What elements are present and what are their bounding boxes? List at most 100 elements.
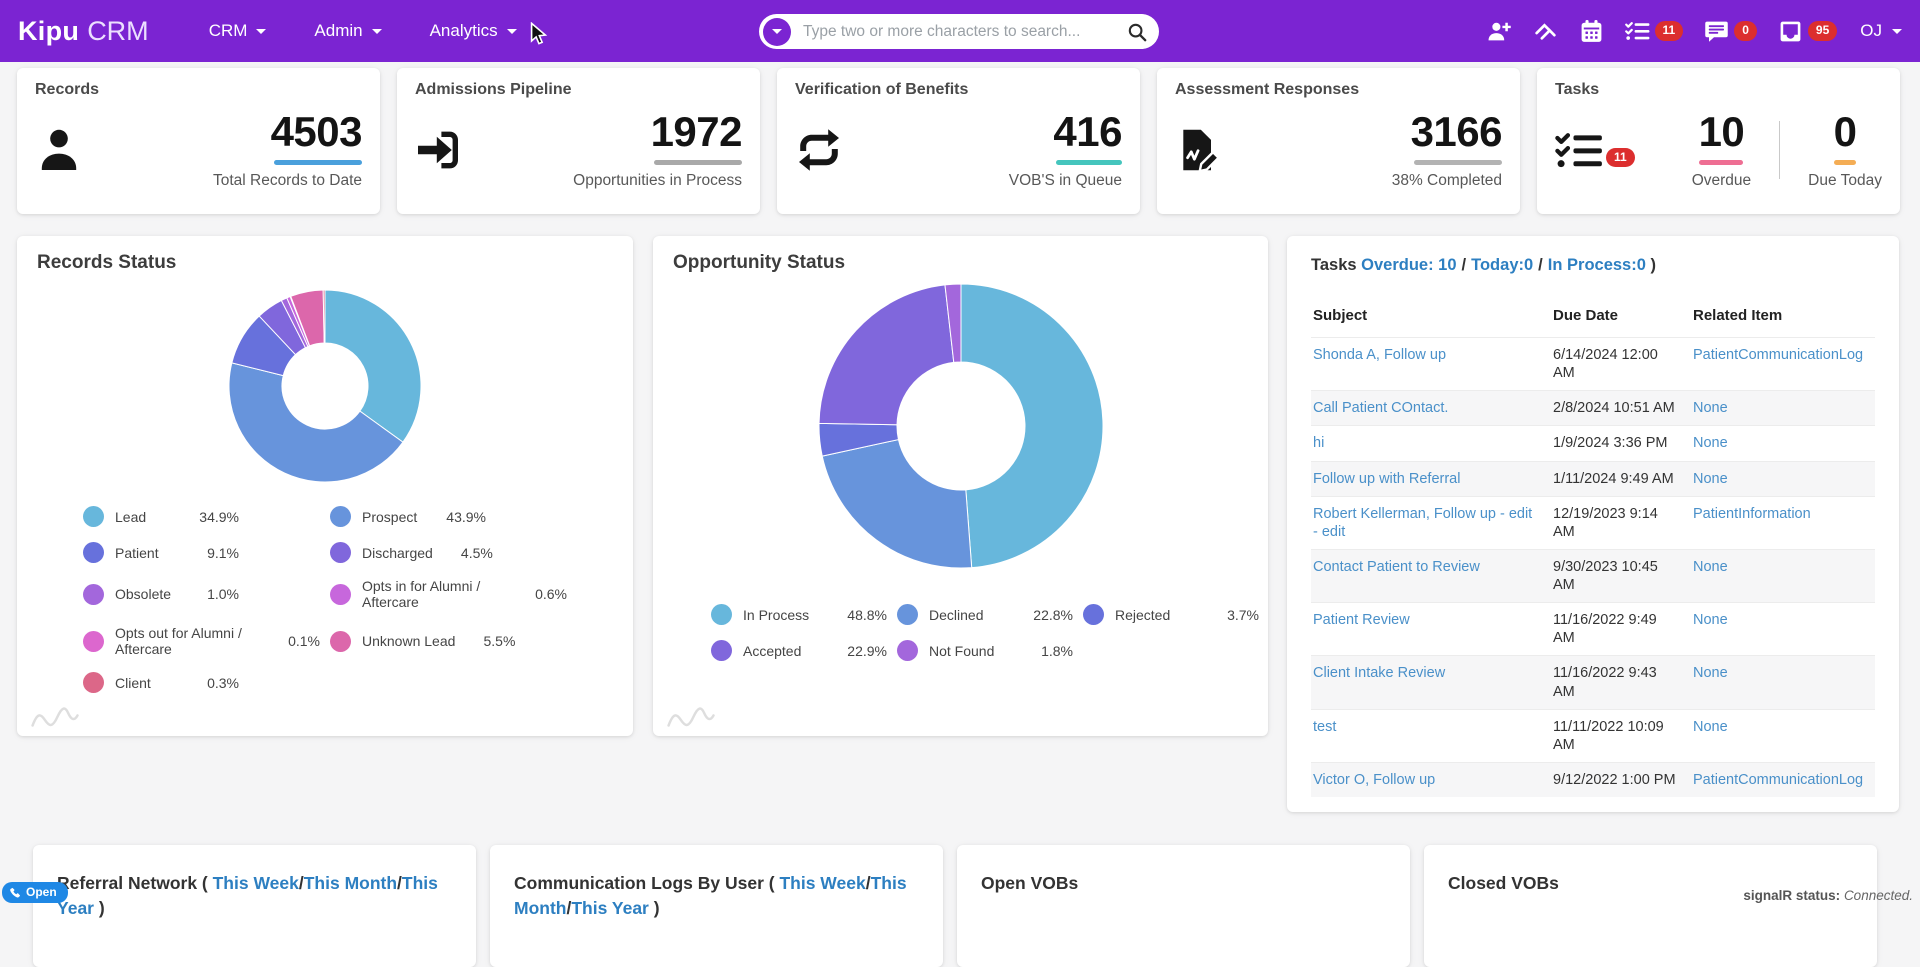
stat-card-verification-of-benefits[interactable]: Verification of Benefits 416 VOB'S in Queu… (777, 68, 1140, 214)
legend-item-in-process[interactable]: In Process 48.8% (711, 604, 887, 625)
filter-link-today-0[interactable]: Today:0 (1471, 256, 1534, 274)
inbox-button[interactable]: 95 (1771, 19, 1844, 44)
table-row: Call Patient COntact. 2/8/2024 10:51 AM No… (1311, 390, 1875, 426)
task-subject-link[interactable]: Victor O, Follow up (1313, 771, 1436, 788)
task-subject-link[interactable]: Client Intake Review (1313, 665, 1446, 682)
table-row: test 11/11/2022 10:09 AM None (1311, 708, 1875, 762)
filter-link-overdue-10[interactable]: Overdue: 10 (1361, 256, 1457, 274)
calendar-button[interactable] (1572, 19, 1611, 44)
filter-link-in-process-0[interactable]: In Process:0 (1547, 256, 1646, 274)
legend-label: Patient (115, 544, 159, 561)
donut-segment-lead[interactable] (324, 289, 422, 443)
legend-item-lead[interactable]: Lead 34.9% (83, 506, 320, 527)
donut-segment-in-process[interactable] (960, 283, 1103, 569)
opportunity-status-donut[interactable] (673, 282, 1248, 570)
donut-segment-declined[interactable] (821, 438, 972, 569)
open-chat-button[interactable]: Open (2, 882, 68, 903)
legend-item-not-found[interactable]: Not Found 1.8% (897, 640, 1073, 661)
legend-item-opts-in-for-alumni-aftercare[interactable]: Opts in for Alumni / Aftercare 0.6% (330, 578, 567, 610)
legend-item-client[interactable]: Client 0.3% (83, 672, 320, 693)
donut-segment-accepted[interactable] (818, 284, 954, 426)
app-logo[interactable]: Kipu CRM (18, 16, 149, 47)
task-subject-link[interactable]: Robert Kellerman, Follow up - edit - edi… (1313, 505, 1533, 540)
search-bar (759, 14, 1159, 49)
notification-badge: 0 (1734, 21, 1757, 41)
chat-button[interactable]: 0 (1697, 19, 1764, 44)
menu-analytics[interactable]: Analytics (430, 21, 517, 41)
stat-card-tasks[interactable]: Tasks 11 10 Overdue 0 Due Today (1537, 68, 1900, 214)
sign-in-icon (415, 126, 463, 174)
task-related-item-link[interactable]: PatientInformation (1693, 505, 1811, 522)
task-subject-link[interactable]: Shonda A, Follow up (1313, 347, 1447, 363)
metric-label: 38% Completed (1391, 171, 1502, 189)
task-subject-link[interactable]: Call Patient COntact. (1313, 400, 1449, 417)
legend-item-unknown-lead[interactable]: Unknown Lead 5.5% (330, 625, 567, 657)
stat-card-records[interactable]: Records 4503 Total Records to Date (17, 68, 380, 214)
metric-value: 416 (1053, 107, 1122, 155)
records-status-card: Records Status Lead 34.9% Prospect 43.9% Pat… (17, 236, 633, 736)
legend-item-opts-out-for-alumni-aftercare[interactable]: Opts out for Alumni / Aftercare 0.1% (83, 625, 320, 657)
legend-marker (83, 672, 104, 693)
search-input[interactable] (801, 21, 1121, 42)
metric-underline (1834, 159, 1857, 165)
title-prefix: Communication Logs By User ( (514, 873, 780, 893)
task-subject-link[interactable]: hi (1313, 435, 1325, 452)
task-related-item-link[interactable]: None (1693, 665, 1728, 682)
chart-title: Opportunity Status (673, 252, 846, 273)
task-related-item-link[interactable]: None (1693, 435, 1728, 452)
tasks-panel: Tasks Overdue: 10/Today:0/In Process:0 )… (1287, 236, 1899, 812)
title-separator: / (1461, 256, 1467, 274)
add-user-button[interactable] (1480, 19, 1519, 44)
legend-item-prospect[interactable]: Prospect 43.9% (330, 506, 567, 527)
metric-label: VOB'S in Queue (1008, 171, 1122, 189)
hands-button[interactable] (1526, 19, 1565, 44)
chart-title: Records Status (37, 252, 177, 273)
donut-segment-not-found[interactable] (943, 283, 961, 363)
legend-item-accepted[interactable]: Accepted 22.9% (711, 640, 887, 661)
legend-item-obsolete[interactable]: Obsolete 1.0% (83, 578, 320, 610)
filter-link-this-year[interactable]: This Year (571, 897, 649, 918)
checklist-button[interactable]: 11 (1618, 21, 1691, 41)
legend-marker (711, 604, 732, 625)
bottom-card-title: Communication Logs By User ( This Week/ T… (514, 871, 919, 920)
legend-item-patient[interactable]: Patient 9.1% (83, 542, 320, 563)
filter-link-this-week[interactable]: This Week (779, 873, 866, 893)
metric-overdue: 10 Overdue (1692, 110, 1751, 190)
filter-link-this-week[interactable]: This Week (212, 873, 299, 893)
task-related-item-link[interactable]: None (1693, 400, 1728, 417)
donut-segment-prospect[interactable] (228, 362, 404, 483)
legend-item-rejected[interactable]: Rejected 3.7% (1083, 604, 1259, 625)
legend-marker (897, 604, 918, 625)
task-related-item-link[interactable]: None (1693, 470, 1728, 487)
search-type-dropdown[interactable] (763, 17, 791, 46)
task-subject-link[interactable]: Contact Patient to Review (1313, 558, 1480, 575)
task-related-item-link[interactable]: None (1693, 718, 1728, 735)
task-subject-link[interactable]: Patient Review (1313, 612, 1410, 629)
menu-crm[interactable]: CRM (209, 21, 267, 41)
task-related-item-link[interactable]: PatientCommunicationLog (1693, 771, 1864, 788)
task-due-date: 12/19/2023 9:14 AM (1553, 505, 1658, 540)
title-separator: / (298, 873, 304, 893)
search-icon[interactable] (1127, 22, 1147, 42)
task-related-item-link[interactable]: None (1693, 612, 1728, 629)
add-user-icon (1487, 19, 1512, 44)
stat-card-assessment-responses[interactable]: Assessment Responses 3166 38% Completed (1157, 68, 1520, 214)
legend-item-declined[interactable]: Declined 22.8% (897, 604, 1073, 625)
donut-segment-client[interactable] (322, 289, 326, 344)
legend-value: 1.0% (207, 586, 239, 602)
task-related-item-link[interactable]: None (1693, 558, 1728, 575)
task-related-item-link[interactable]: PatientCommunicationLog (1693, 347, 1864, 363)
legend-item-discharged[interactable]: Discharged 4.5% (330, 542, 567, 563)
task-subject-link[interactable]: Follow up with Referral (1313, 470, 1461, 487)
stat-card-body: 4503 Total Records to Date (35, 101, 363, 199)
filter-link-this-month[interactable]: This Month (303, 873, 398, 893)
user-menu[interactable]: OJ (1860, 21, 1902, 41)
task-due-date: 1/11/2024 9:49 AM (1553, 470, 1674, 487)
stat-card-admissions-pipeline[interactable]: Admissions Pipeline 1972 Opportunities in … (397, 68, 760, 214)
legend-label: Lead (115, 508, 147, 525)
metric-underline (654, 159, 742, 165)
records-status-donut[interactable] (37, 288, 613, 484)
task-subject-link[interactable]: test (1313, 718, 1337, 735)
menu-admin[interactable]: Admin (314, 21, 382, 41)
stat-cards-row: Records 4503 Total Records to Date Admissio… (17, 68, 1900, 214)
